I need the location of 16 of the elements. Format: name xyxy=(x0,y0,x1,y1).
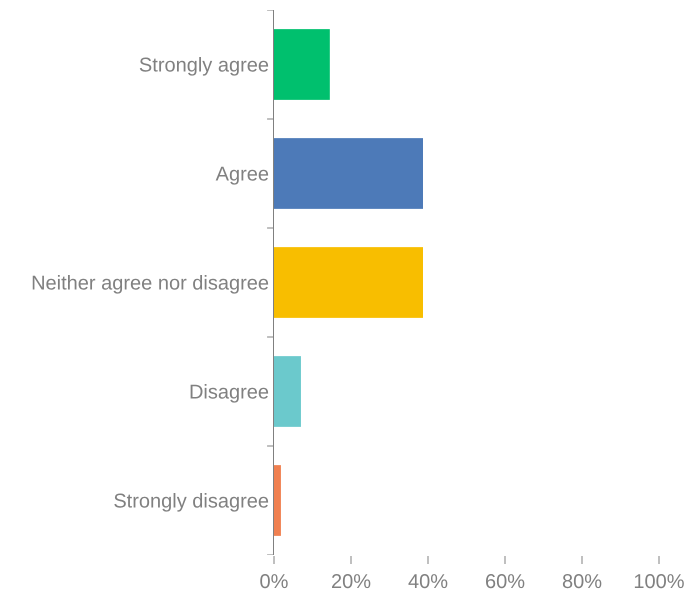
bar xyxy=(274,138,423,209)
x-tick-label: 60% xyxy=(484,571,526,593)
x-tick-label: 80% xyxy=(562,571,602,593)
x-tick-label: 40% xyxy=(408,571,448,593)
bar xyxy=(274,29,330,100)
x-tick-label: 0% xyxy=(260,571,289,593)
bar xyxy=(274,465,281,536)
x-tick-label: 20% xyxy=(330,571,372,593)
y-tick-label: Disagree xyxy=(188,382,269,404)
y-tick-label: Strongly disagree xyxy=(113,490,269,512)
x-tick-label: 100% xyxy=(633,571,685,593)
y-tick-label: Strongly agree xyxy=(138,54,269,76)
bar xyxy=(274,247,423,318)
y-tick-label: Neither agree nor disagree xyxy=(31,272,269,294)
bar xyxy=(274,356,301,427)
y-tick-label: Agree xyxy=(216,164,269,186)
